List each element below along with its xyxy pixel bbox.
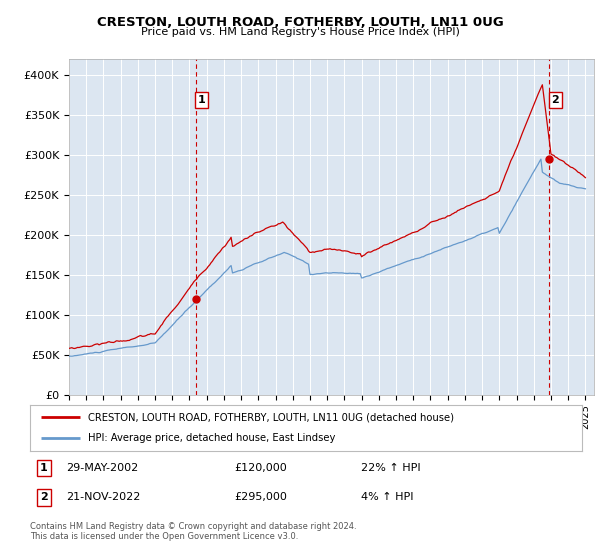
Text: CRESTON, LOUTH ROAD, FOTHERBY, LOUTH, LN11 0UG (detached house): CRESTON, LOUTH ROAD, FOTHERBY, LOUTH, LN… [88,412,454,422]
Text: 4% ↑ HPI: 4% ↑ HPI [361,492,414,502]
Text: Price paid vs. HM Land Registry's House Price Index (HPI): Price paid vs. HM Land Registry's House … [140,27,460,37]
Text: HPI: Average price, detached house, East Lindsey: HPI: Average price, detached house, East… [88,433,335,444]
Text: £295,000: £295,000 [234,492,287,502]
Text: 2: 2 [551,95,559,105]
Text: CRESTON, LOUTH ROAD, FOTHERBY, LOUTH, LN11 0UG: CRESTON, LOUTH ROAD, FOTHERBY, LOUTH, LN… [97,16,503,29]
Text: Contains HM Land Registry data © Crown copyright and database right 2024.: Contains HM Land Registry data © Crown c… [30,522,356,531]
Text: 29-MAY-2002: 29-MAY-2002 [66,463,138,473]
Text: £120,000: £120,000 [234,463,287,473]
Text: 1: 1 [40,463,47,473]
Text: This data is licensed under the Open Government Licence v3.0.: This data is licensed under the Open Gov… [30,532,298,541]
Text: 2: 2 [40,492,47,502]
Text: 21-NOV-2022: 21-NOV-2022 [66,492,140,502]
Text: 22% ↑ HPI: 22% ↑ HPI [361,463,421,473]
Text: 1: 1 [198,95,206,105]
